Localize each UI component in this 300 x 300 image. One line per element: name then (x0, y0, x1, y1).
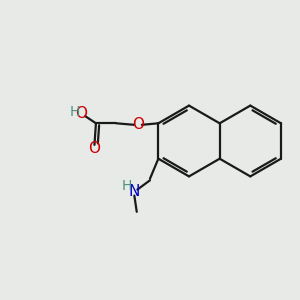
Text: O: O (88, 141, 101, 156)
Text: H: H (122, 179, 132, 193)
Text: O: O (132, 117, 144, 132)
Text: N: N (129, 184, 140, 199)
Text: H: H (70, 106, 80, 119)
Text: O: O (76, 106, 88, 121)
